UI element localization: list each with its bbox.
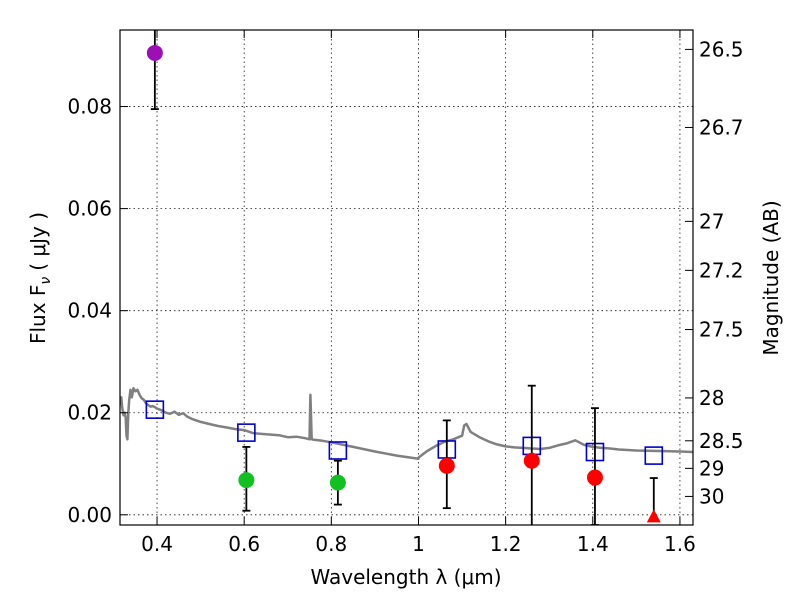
data-point	[438, 457, 455, 474]
model-square-marker	[644, 446, 664, 465]
y2-tick-label: 29	[699, 456, 724, 480]
y-tick-label: 0.06	[67, 197, 112, 221]
x-tick-label: 1.4	[577, 532, 609, 556]
data-point	[523, 452, 540, 469]
y-axis-label-main: Flux F	[26, 285, 50, 344]
x-tick-label: 1	[412, 532, 425, 556]
y-tick-label: 0.08	[67, 95, 112, 119]
y2-tick-label: 28.5	[699, 429, 744, 453]
x-tick-label: 1.6	[664, 532, 696, 556]
y2-axis-label: Magnitude (AB)	[759, 200, 783, 355]
y-axis-label-subscript: ν	[38, 277, 54, 285]
data-point	[329, 474, 346, 491]
plot-area	[120, 30, 693, 525]
x-tick-label: 0.6	[228, 532, 260, 556]
y2-tick-label: 26.5	[699, 37, 744, 61]
grid-lines	[120, 30, 693, 525]
data-point	[586, 469, 603, 486]
upper-limit-marker	[646, 509, 661, 523]
y-tick-label: 0.02	[67, 401, 112, 425]
y-axis-label: Flux Fν ( μJy )	[26, 212, 54, 344]
y2-tick-label: 27.5	[699, 318, 744, 342]
model-square-marker	[237, 423, 256, 442]
y-axis-label-unit: ( μJy )	[26, 212, 50, 271]
data-point	[146, 44, 163, 61]
x-tick-label: 0.4	[141, 532, 173, 556]
y-tick-label: 0.04	[67, 299, 112, 323]
y2-tick-label: 26.7	[699, 115, 744, 139]
x-tick-label: 1.2	[490, 532, 522, 556]
y2-tick-label: 28	[699, 386, 724, 410]
y2-tick-label: 30	[699, 484, 724, 508]
y2-tick-label: 27	[699, 209, 724, 233]
y-tick-label: 0.00	[67, 503, 112, 527]
y2-tick-label: 27.2	[699, 258, 744, 282]
x-tick-label: 0.8	[315, 532, 347, 556]
axes: 0.4 0.6 0.8 1 1.2 1.4 1.6 0.00 0.02 0.04 0.06 0.08 2…	[67, 30, 744, 556]
model-square-marker	[328, 441, 348, 460]
plot-frame	[119, 29, 694, 526]
data-point	[238, 472, 255, 489]
x-axis-label: Wavelength λ (μm)	[310, 565, 501, 589]
model-spectrum-line	[120, 386, 693, 460]
model-square-marker	[145, 400, 165, 419]
